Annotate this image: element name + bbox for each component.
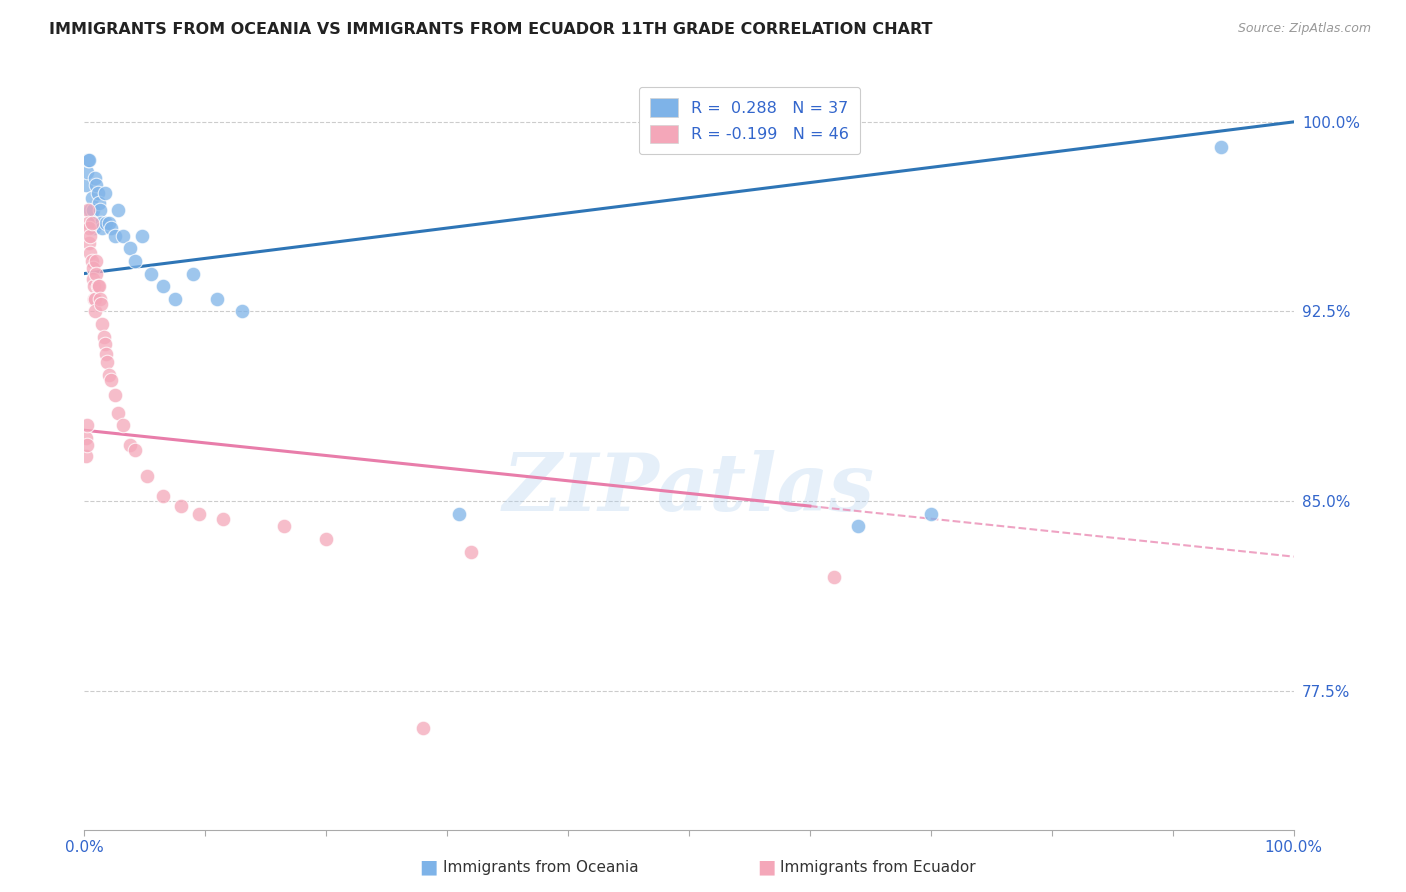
Point	[139, 267, 162, 281]
Point	[97, 368, 120, 382]
Point	[231, 304, 253, 318]
Point	[82, 271, 104, 285]
Point	[90, 297, 112, 311]
Point	[273, 519, 295, 533]
Point	[77, 236, 100, 251]
Point	[76, 438, 98, 452]
Point	[84, 304, 107, 318]
Point	[86, 267, 108, 281]
Point	[136, 468, 159, 483]
Point	[920, 507, 942, 521]
Point	[107, 203, 129, 218]
Text: ZIPatlas: ZIPatlas	[503, 450, 875, 527]
Point	[100, 221, 122, 235]
Point	[86, 178, 108, 192]
Point	[80, 191, 103, 205]
Point	[120, 438, 142, 452]
Point	[94, 216, 117, 230]
Point	[846, 519, 869, 533]
Text: IMMIGRANTS FROM OCEANIA VS IMMIGRANTS FROM ECUADOR 11TH GRADE CORRELATION CHART: IMMIGRANTS FROM OCEANIA VS IMMIGRANTS FR…	[49, 22, 932, 37]
Point	[76, 165, 98, 179]
Point	[84, 170, 107, 185]
Point	[97, 216, 120, 230]
Point	[77, 221, 100, 235]
Point	[77, 153, 100, 167]
Legend: R =  0.288   N = 37, R = -0.199   N = 46: R = 0.288 N = 37, R = -0.199 N = 46	[638, 87, 860, 154]
Point	[212, 512, 235, 526]
Point	[112, 418, 135, 433]
Point	[1209, 140, 1232, 154]
Point	[86, 279, 108, 293]
Point	[124, 443, 146, 458]
Point	[83, 216, 105, 230]
Point	[83, 279, 105, 293]
Point	[82, 261, 104, 276]
Point	[84, 292, 107, 306]
Point	[91, 317, 114, 331]
Text: ■: ■	[419, 857, 439, 877]
Point	[91, 221, 114, 235]
Point	[93, 329, 115, 343]
Point	[80, 216, 103, 230]
Point	[89, 292, 111, 306]
Point	[79, 203, 101, 218]
Text: Immigrants from Oceania: Immigrants from Oceania	[443, 860, 638, 874]
Point	[96, 355, 118, 369]
Point	[100, 373, 122, 387]
Point	[77, 203, 100, 218]
Point	[77, 153, 100, 167]
Point	[823, 570, 845, 584]
Point	[79, 246, 101, 260]
Point	[152, 489, 174, 503]
Point	[131, 228, 153, 243]
Point	[83, 292, 105, 306]
Point	[207, 292, 229, 306]
Point	[86, 254, 108, 268]
Point	[76, 418, 98, 433]
Point	[75, 431, 97, 445]
Point	[181, 267, 204, 281]
Point	[75, 449, 97, 463]
Point	[94, 337, 117, 351]
Point	[79, 228, 101, 243]
Point	[82, 203, 104, 218]
Point	[87, 195, 110, 210]
Point	[165, 292, 187, 306]
Point	[107, 405, 129, 419]
Point	[77, 216, 100, 230]
Point	[90, 216, 112, 230]
Point	[112, 228, 135, 243]
Point	[460, 544, 482, 558]
Point	[188, 507, 211, 521]
Text: ■: ■	[756, 857, 776, 877]
Text: Source: ZipAtlas.com: Source: ZipAtlas.com	[1237, 22, 1371, 36]
Text: Immigrants from Ecuador: Immigrants from Ecuador	[780, 860, 976, 874]
Point	[412, 722, 434, 736]
Point	[170, 499, 193, 513]
Point	[75, 178, 97, 192]
Point	[124, 254, 146, 268]
Point	[315, 532, 337, 546]
Point	[86, 186, 108, 200]
Point	[94, 186, 117, 200]
Point	[120, 241, 142, 255]
Point	[94, 347, 117, 361]
Point	[80, 254, 103, 268]
Point	[89, 203, 111, 218]
Point	[449, 507, 471, 521]
Point	[87, 279, 110, 293]
Point	[104, 228, 127, 243]
Point	[152, 279, 174, 293]
Point	[83, 221, 105, 235]
Point	[104, 388, 127, 402]
Point	[80, 216, 103, 230]
